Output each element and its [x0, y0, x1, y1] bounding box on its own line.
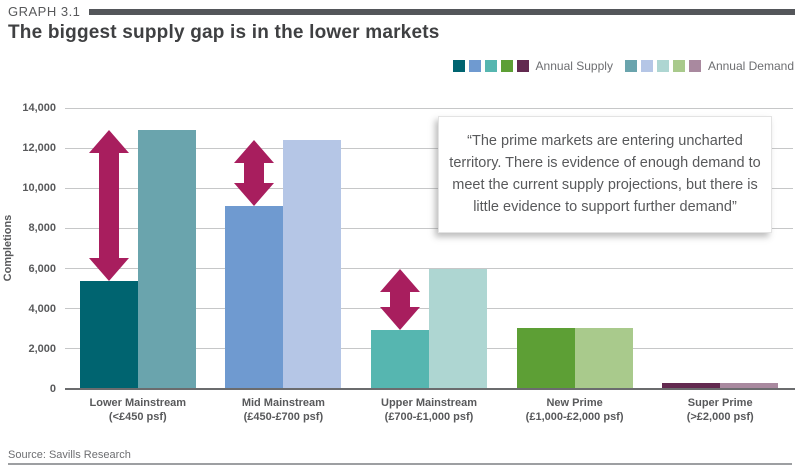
supply-bar-upper-mainstream — [371, 329, 429, 389]
supply-bar-lower-mainstream — [79, 280, 138, 389]
demand-bar-upper-mainstream — [429, 268, 487, 389]
x-axis-category-label: Lower Mainstream (<£450 psf) — [89, 397, 187, 423]
y-axis-tick-label: 4,000 — [28, 302, 56, 315]
supply-gap-arrow-icon — [378, 268, 422, 335]
demand-bar-lower-mainstream — [137, 130, 196, 389]
x-axis-line — [65, 388, 795, 390]
gridline — [65, 187, 793, 189]
supply-legend-swatch-icon — [484, 60, 497, 72]
y-axis-tick-label: 10,000 — [22, 182, 56, 195]
pull-quote-box: “The prime markets are entering uncharte… — [438, 116, 772, 233]
gridline — [65, 227, 793, 229]
pull-quote-text: “The prime markets are entering uncharte… — [449, 133, 761, 215]
y-axis-tick-label: 2,000 — [28, 342, 56, 355]
graph-number-label: GRAPH 3.1 — [8, 4, 81, 19]
supply-bar-mid-mainstream — [225, 206, 284, 389]
x-axis-category-label: New Prime (£1,000-£2,000 psf) — [525, 397, 624, 423]
header-rule-bar — [89, 9, 795, 15]
x-axis-category-label: Mid Mainstream (£450-£700 psf) — [241, 397, 325, 423]
demand-bar-new-prime — [574, 327, 633, 389]
x-axis-category-label: Upper Mainstream (£700-£1,000 psf) — [381, 397, 477, 423]
supply-legend-swatch-icon — [516, 60, 529, 72]
demand-legend-swatch-icon — [672, 60, 685, 72]
demand-legend-swatch-icon — [688, 60, 701, 72]
y-axis-tick-label: 12,000 — [22, 142, 56, 155]
demand-legend-swatch-icon — [656, 60, 669, 72]
footer-rule — [8, 463, 792, 465]
legend-demand-label: Annual Demand — [707, 59, 794, 73]
y-axis-tick-label: 8,000 — [28, 222, 56, 235]
chart-legend: Annual Supply Annual Demand — [452, 59, 794, 73]
y-axis-tick-label: 14,000 — [22, 102, 56, 114]
supply-bar-new-prime — [516, 327, 575, 389]
source-credit: Source: Savills Research — [8, 449, 131, 461]
demand-bar-mid-mainstream — [283, 140, 342, 389]
page-title: The biggest supply gap is in the lower m… — [8, 22, 440, 43]
supply-gap-arrow-icon — [87, 130, 131, 286]
gridline — [65, 107, 793, 109]
supply-legend-swatch-icon — [500, 60, 513, 72]
gridline — [65, 147, 793, 149]
supply-bar-super-prime — [662, 382, 721, 389]
y-axis-tick-label: 6,000 — [28, 262, 56, 275]
x-axis-category-label: Super Prime (>£2,000 psf) — [686, 397, 754, 423]
demand-legend-swatch-icon — [640, 60, 653, 72]
demand-bar-super-prime — [720, 382, 779, 389]
supply-legend-swatch-icon — [468, 60, 481, 72]
y-axis-tick-label: 0 — [49, 383, 56, 395]
legend-supply-label: Annual Supply — [535, 59, 613, 73]
supply-legend-swatch-icon — [452, 60, 465, 72]
demand-legend-swatch-icon — [624, 60, 637, 72]
y-axis-title: Completions — [2, 214, 14, 282]
supply-gap-arrow-icon — [232, 140, 276, 211]
